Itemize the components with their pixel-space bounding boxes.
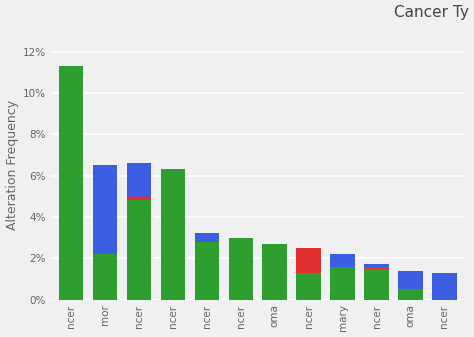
Bar <box>93 254 117 300</box>
Bar <box>263 244 287 300</box>
Bar <box>365 267 389 269</box>
Bar <box>161 170 185 300</box>
Bar <box>296 273 321 300</box>
Bar <box>127 163 151 196</box>
Bar <box>59 66 83 300</box>
Bar <box>228 238 253 300</box>
Bar <box>127 196 151 198</box>
Bar <box>432 273 456 300</box>
Bar <box>365 269 389 300</box>
Bar <box>296 248 321 273</box>
Bar <box>127 198 151 201</box>
Bar <box>398 271 423 289</box>
Y-axis label: Alteration Frequency: Alteration Frequency <box>6 100 18 230</box>
Bar <box>365 265 389 267</box>
Bar <box>195 242 219 300</box>
Text: Cancer Ty: Cancer Ty <box>394 5 469 20</box>
Bar <box>127 201 151 300</box>
Bar <box>330 254 355 267</box>
Bar <box>195 234 219 242</box>
Bar <box>330 267 355 300</box>
Bar <box>398 289 423 300</box>
Bar <box>93 165 117 254</box>
